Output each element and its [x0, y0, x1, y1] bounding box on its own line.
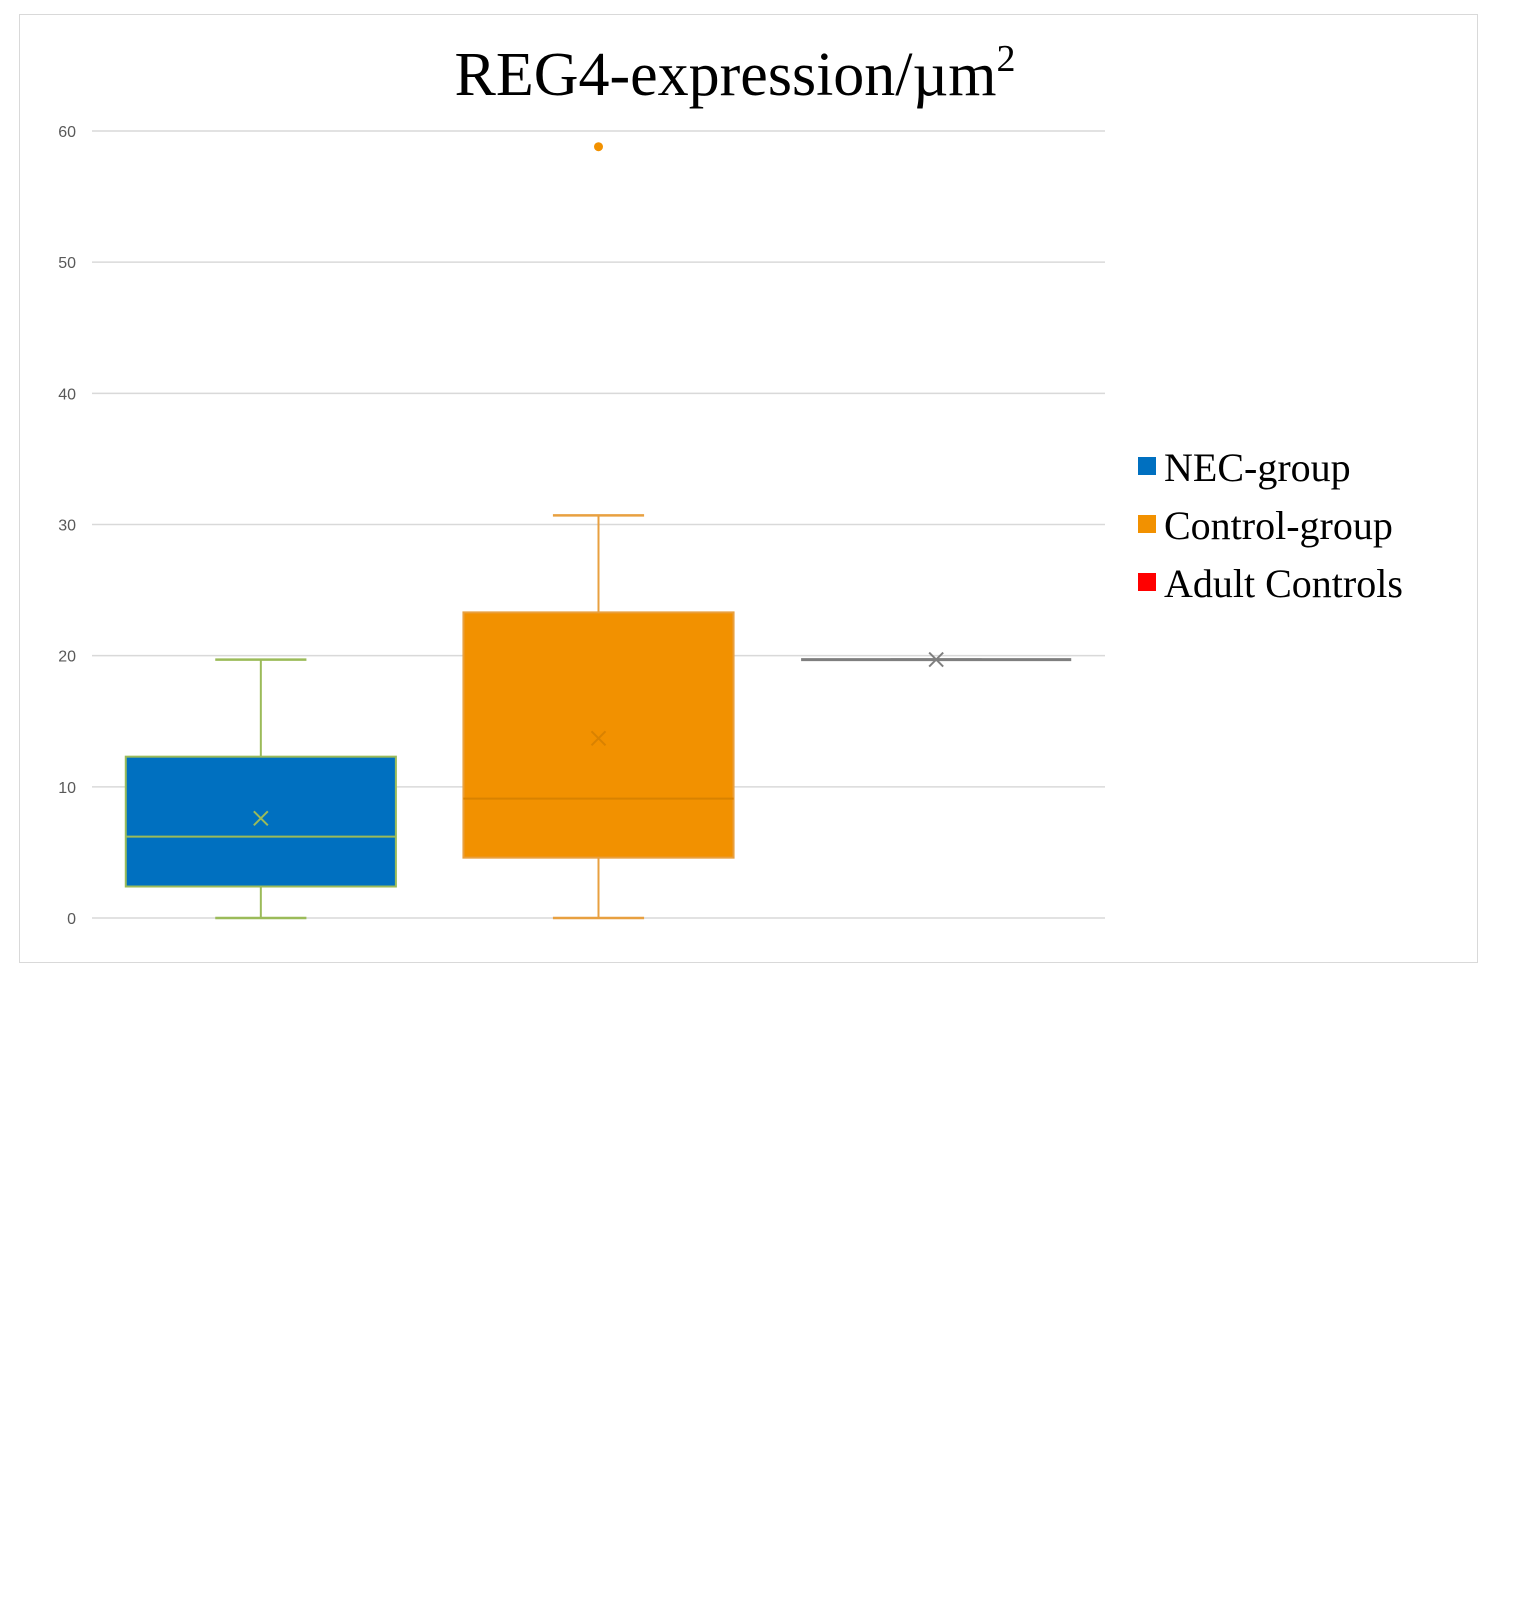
chart-frame: REG4-expression/µm2 0 10 20 30 40 50 60 NEC-gr…: [19, 14, 1478, 963]
mean-marker: [590, 730, 607, 747]
box-group-0: [124, 658, 397, 920]
legend-swatch-2: [1138, 573, 1156, 591]
box-group-1: [462, 142, 735, 920]
outlier-point: [594, 142, 603, 152]
legend-label-2: Adult Controls: [1164, 561, 1403, 606]
legend-swatch-1: [1138, 515, 1156, 533]
legend-label-0: NEC-group: [1164, 445, 1351, 490]
y-tick-label-0: 0: [67, 911, 76, 928]
chart-title-main: REG4-expression/µm: [455, 41, 997, 109]
box-group-2: [801, 651, 1072, 668]
mean-marker: [928, 651, 944, 668]
box-plot-chart: REG4-expression/µm2 0 10 20 30 40 50 60 NEC-gr…: [58, 38, 1403, 928]
y-tick-label-60: 60: [58, 124, 76, 141]
chart-title: REG4-expression/µm2: [455, 38, 1016, 109]
mean-marker: [253, 810, 269, 827]
y-tick-label-40: 40: [58, 386, 76, 403]
legend-label-1: Control-group: [1164, 503, 1393, 548]
y-tick-label-50: 50: [58, 255, 76, 272]
chart-title-superscript: 2: [997, 38, 1016, 80]
legend: NEC-group Control-group Adult Controls: [1138, 445, 1403, 606]
iqr-box: [124, 755, 397, 888]
plot-area: [124, 142, 1072, 920]
y-tick-label-30: 30: [58, 518, 76, 535]
y-axis: 0 10 20 30 40 50 60: [58, 124, 76, 928]
legend-swatch-0: [1138, 457, 1156, 475]
y-tick-label-10: 10: [58, 780, 76, 797]
iqr-box: [462, 611, 735, 859]
y-tick-label-20: 20: [58, 649, 76, 666]
